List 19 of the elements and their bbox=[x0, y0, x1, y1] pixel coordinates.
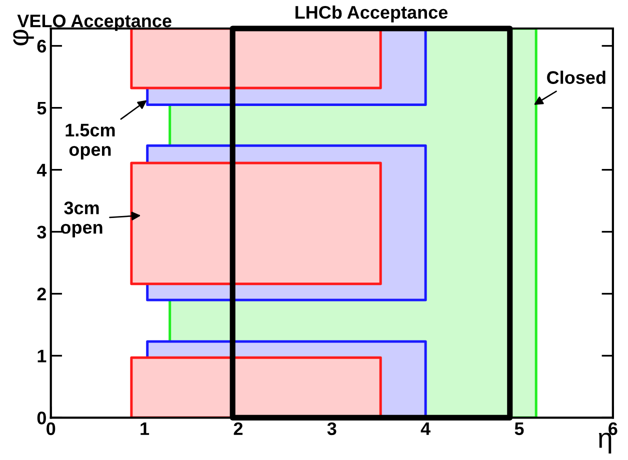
y-tick-label: 6 bbox=[37, 40, 46, 53]
annotation: 3cm open bbox=[60, 202, 102, 238]
annotation: 1.5cm open bbox=[66, 124, 115, 160]
x-tick-label: 5 bbox=[514, 422, 524, 436]
x-tick-label: 0 bbox=[46, 422, 56, 436]
x-tick-label: 4 bbox=[420, 422, 430, 435]
y-tick-label: 1 bbox=[38, 350, 46, 362]
chart-title: VELO Acceptance bbox=[17, 14, 172, 31]
y-axis-title: φ bbox=[13, 30, 34, 46]
y-tick-label: 4 bbox=[36, 164, 47, 176]
x-tick-label: 1 bbox=[140, 422, 150, 435]
ref-line-label: LHCb Acceptance bbox=[296, 5, 448, 22]
x-tick-label: 3 bbox=[327, 422, 336, 436]
annotation: Closed bbox=[547, 70, 606, 84]
y-tick-label: 2 bbox=[37, 288, 46, 300]
y-tick-label: 5 bbox=[37, 102, 46, 115]
y-tick-label: 0 bbox=[37, 412, 46, 424]
x-tick-label: 2 bbox=[234, 422, 243, 435]
y-tick-label: 3 bbox=[37, 226, 46, 239]
